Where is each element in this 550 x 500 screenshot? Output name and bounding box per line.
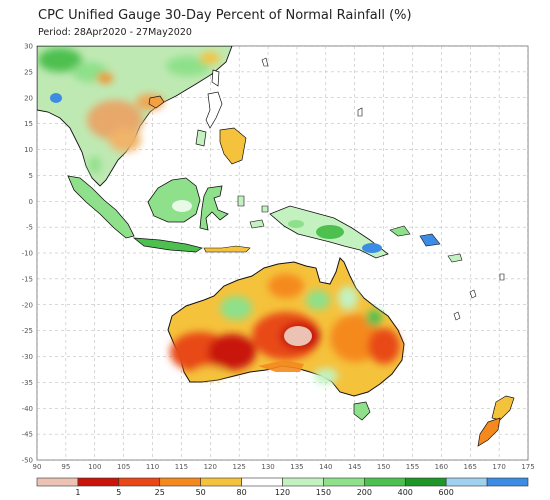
lon-tick-label: 120 [204, 463, 217, 471]
island-java [132, 237, 203, 253]
legend-swatch [404, 477, 447, 487]
map-title: CPC Unified Gauge 30-Day Percent of Norm… [38, 8, 412, 23]
islands-lesser-sunda [203, 245, 251, 253]
islands-pacific [261, 57, 505, 321]
legend-label: 5 [116, 488, 121, 497]
lat-tick-label: 15 [24, 120, 33, 128]
lon-tick-label: 130 [261, 463, 274, 471]
lat-tick-label: -30 [22, 353, 33, 361]
legend-swatch [445, 477, 488, 487]
lat-tick-label: 30 [24, 43, 33, 51]
lon-tick-label: 95 [61, 463, 70, 471]
lon-tick-label: 170 [492, 463, 505, 471]
lat-tick-label: 5 [29, 172, 33, 180]
lat-tick-label: -35 [22, 379, 33, 387]
lat-tick-label: 20 [24, 94, 33, 102]
legend-label: 400 [398, 488, 413, 497]
lon-tick-label: 135 [290, 463, 303, 471]
lon-tick-label: 175 [521, 463, 534, 471]
lon-tick-label: 100 [88, 463, 101, 471]
legend-label: 150 [316, 488, 331, 497]
longitude-labels: 90 95 100 105 110 115 120 125 130 135 140 145 150 155… [33, 463, 535, 471]
lon-tick-label: 125 [232, 463, 245, 471]
lat-tick-label: -45 [22, 431, 33, 439]
lon-tick-label: 105 [117, 463, 130, 471]
lon-tick-label: 145 [348, 463, 361, 471]
legend-label: 1 [75, 488, 80, 497]
legend-label: 600 [439, 488, 454, 497]
land-layer [37, 46, 515, 447]
islands-philippines [195, 91, 247, 165]
lat-tick-label: -25 [22, 327, 33, 335]
lon-tick-label: 115 [175, 463, 188, 471]
legend-swatch [486, 477, 529, 487]
lat-tick-label: 0 [29, 198, 33, 206]
lon-tick-label: 90 [33, 463, 42, 471]
lon-tick-label: 160 [435, 463, 448, 471]
islands-solomon [389, 225, 463, 263]
lon-tick-label: 110 [146, 463, 159, 471]
latitude-labels: 30 25 20 15 10 5 0 -5 -10 -15 -20 -25 -30 -35 -40 -45 -5… [22, 43, 33, 465]
legend-swatch [159, 477, 201, 487]
islands-maluku [237, 195, 269, 229]
lat-tick-label: -50 [22, 457, 33, 465]
legend-swatch [241, 477, 283, 487]
legend-swatch [323, 477, 365, 487]
lon-tick-label: 165 [464, 463, 477, 471]
period-label: Period: 28Apr2020 - 27May2020 [38, 27, 192, 38]
landmass-australia [167, 257, 405, 397]
legend-label: 120 [275, 488, 290, 497]
landmass-indochina [37, 46, 233, 187]
lat-tick-label: 10 [24, 146, 33, 154]
island-sulawesi [199, 185, 229, 231]
island-borneo [147, 177, 201, 223]
grid-lines [37, 46, 528, 460]
lat-tick-label: -40 [22, 405, 33, 413]
island-tasmania [353, 401, 371, 421]
legend-swatch [364, 477, 406, 487]
lon-tick-label: 155 [406, 463, 419, 471]
lat-tick-label: -20 [22, 301, 33, 309]
island-taiwan [211, 69, 220, 87]
color-legend: 1 5 25 50 80 120 150 200 400 600 [36, 477, 529, 497]
lat-tick-label: -5 [26, 224, 33, 232]
legend-swatch [282, 477, 324, 487]
lat-tick-label: 25 [24, 68, 33, 76]
island-hainan [148, 95, 165, 109]
legend-label: 25 [155, 488, 165, 497]
island-new-guinea [269, 205, 389, 259]
legend-swatch [118, 477, 161, 487]
legend-swatch [36, 477, 79, 487]
legend-swatch [200, 477, 242, 487]
lon-tick-label: 140 [319, 463, 332, 471]
islands-new-zealand [477, 395, 515, 447]
island-sumatra [67, 175, 135, 239]
legend-swatch [77, 477, 120, 487]
legend-label: 200 [357, 488, 372, 497]
legend-label: 80 [236, 488, 246, 497]
lat-tick-label: -10 [22, 250, 33, 258]
legend-label: 50 [196, 488, 206, 497]
lon-tick-label: 150 [377, 463, 390, 471]
lat-tick-label: -15 [22, 275, 33, 283]
